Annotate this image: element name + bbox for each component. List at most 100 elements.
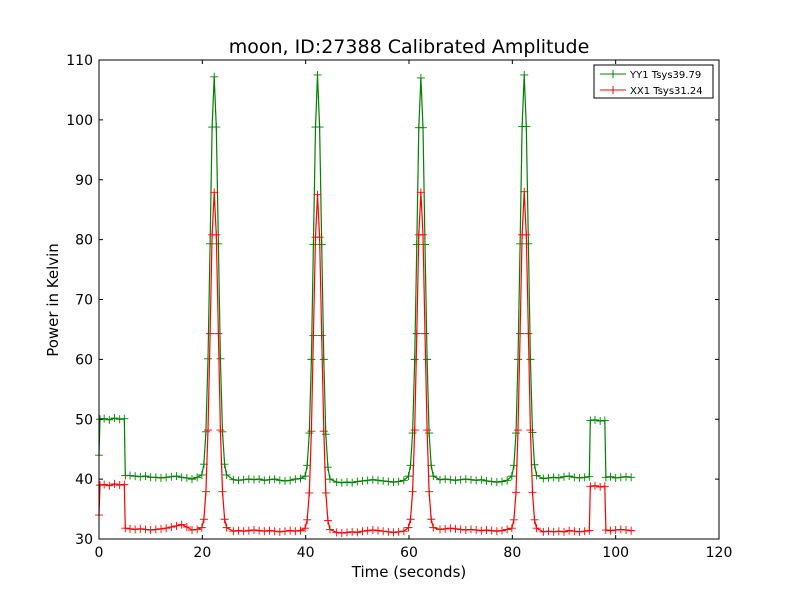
data-point-marker <box>309 331 318 340</box>
data-point-marker <box>313 70 322 79</box>
data-point-marker <box>498 477 506 486</box>
data-point-marker <box>348 478 357 487</box>
data-point-marker <box>394 477 403 486</box>
data-point-marker <box>384 527 393 536</box>
data-point-marker <box>197 523 206 532</box>
y-tick-label: 40 <box>75 472 93 488</box>
data-point-marker <box>410 355 419 364</box>
data-point-marker <box>301 472 310 481</box>
data-point-marker <box>201 427 210 436</box>
data-point-marker <box>313 190 322 199</box>
y-tick-label: 70 <box>75 293 93 309</box>
data-point-marker <box>220 515 229 524</box>
data-point-marker <box>281 476 289 485</box>
data-point-marker <box>591 415 599 424</box>
data-point-marker <box>616 473 625 482</box>
data-point-marker <box>425 487 434 496</box>
data-point-marker <box>250 526 258 535</box>
data-point-marker <box>408 487 417 496</box>
data-point-marker <box>570 527 579 536</box>
data-point-marker <box>560 527 568 536</box>
data-point-marker <box>167 472 176 481</box>
x-tick-label: 40 <box>297 545 315 561</box>
data-point-marker <box>487 526 496 535</box>
legend-label: XX1 Tsys31.24 <box>630 86 703 97</box>
y-tick-label: 30 <box>75 532 93 548</box>
data-point-marker <box>275 527 284 536</box>
data-point-marker <box>323 516 332 525</box>
y-tick-label: 110 <box>66 53 93 69</box>
data-point-marker <box>177 520 186 529</box>
data-point-marker <box>260 476 269 485</box>
data-point-marker <box>121 524 130 533</box>
data-point-marker <box>511 488 520 497</box>
data-point-marker <box>325 525 334 534</box>
data-point-marker <box>218 427 227 436</box>
data-point-marker <box>151 473 160 482</box>
data-point-marker <box>363 476 372 485</box>
data-point-marker <box>332 528 341 537</box>
data-point-marker <box>157 524 165 533</box>
data-point-marker <box>611 526 620 535</box>
data-point-marker <box>509 515 518 524</box>
y-axis-label: Power in Kelvin <box>44 243 62 357</box>
data-point-marker <box>151 525 160 534</box>
data-point-marker <box>622 526 630 535</box>
data-point-marker <box>601 473 610 482</box>
data-point-marker <box>234 526 243 535</box>
data-point-marker <box>305 488 314 497</box>
data-point-marker <box>275 476 284 485</box>
data-point-marker <box>265 526 274 535</box>
y-tick-label: 80 <box>75 233 93 249</box>
data-point-marker <box>281 527 289 536</box>
data-point-marker <box>549 473 558 482</box>
data-point-marker <box>418 123 427 132</box>
data-point-marker <box>586 482 595 491</box>
data-point-marker <box>358 527 367 536</box>
data-point-marker <box>379 476 388 485</box>
data-point-marker <box>441 524 450 533</box>
data-point-marker <box>627 526 636 535</box>
data-point-marker <box>389 478 398 487</box>
data-point-marker <box>514 426 523 435</box>
data-point-marker <box>394 527 403 536</box>
data-point-marker <box>239 527 248 536</box>
data-point-marker <box>96 481 105 490</box>
data-point-marker <box>368 526 377 535</box>
data-point-marker <box>105 481 114 490</box>
data-point-marker <box>216 426 225 435</box>
data-point-marker <box>337 529 346 538</box>
data-point-marker <box>472 476 481 485</box>
data-point-marker <box>427 515 436 524</box>
data-point-marker <box>201 487 210 496</box>
data-point-marker <box>456 525 465 534</box>
data-point-marker <box>436 525 444 534</box>
data-point-marker <box>229 475 238 484</box>
data-point-marker <box>507 524 516 533</box>
data-point-marker <box>325 475 334 484</box>
data-point-marker <box>532 524 541 533</box>
legend-box <box>593 64 714 99</box>
data-point-marker <box>115 415 124 424</box>
data-point-marker <box>317 240 326 249</box>
data-point-marker <box>212 230 221 239</box>
data-point-marker <box>188 526 196 535</box>
data-point-marker <box>406 515 415 524</box>
data-point-marker <box>600 416 609 425</box>
data-point-marker <box>627 473 636 482</box>
data-point-marker <box>286 476 295 485</box>
data-point-marker <box>229 527 238 536</box>
data-point-marker <box>374 476 382 485</box>
data-point-marker <box>596 417 605 426</box>
data-point-marker <box>544 473 553 482</box>
data-point-marker <box>423 355 432 364</box>
data-point-marker <box>412 329 421 338</box>
data-point-marker <box>307 427 316 436</box>
x-axis-label: Time (seconds) <box>351 563 467 581</box>
data-point-marker <box>461 526 470 535</box>
data-point-marker <box>421 240 430 249</box>
data-point-marker <box>389 528 398 537</box>
data-point-marker <box>353 477 362 486</box>
data-point-marker <box>110 414 119 423</box>
legend-entry: XX1 Tsys31.24 <box>600 86 703 97</box>
